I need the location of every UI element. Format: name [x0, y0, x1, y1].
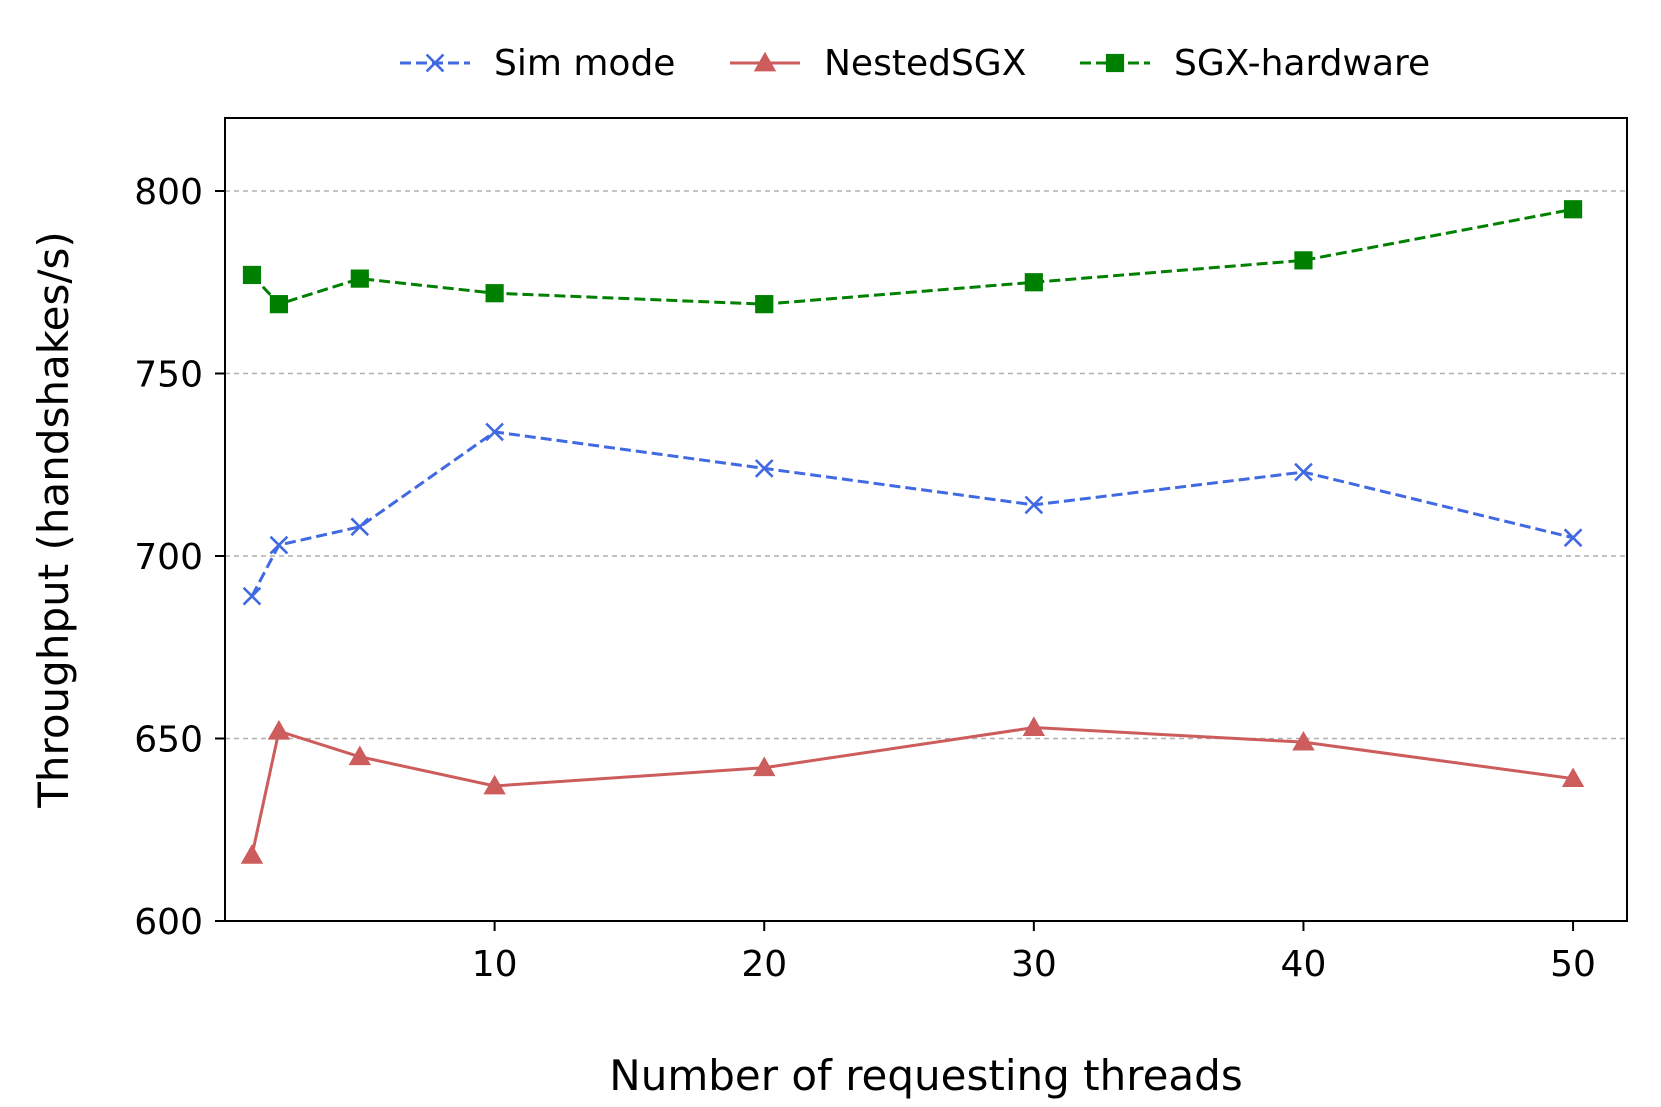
- plot-area-frame: [224, 117, 1628, 922]
- legend-item-nestedsgx: NestedSGX: [730, 43, 1026, 84]
- data-point-sgx-hardware: [242, 265, 262, 285]
- y-tick-label: 800: [134, 172, 203, 213]
- x-tick-label: 10: [472, 944, 518, 985]
- data-point-sim-mode: [1563, 528, 1583, 548]
- data-point-sim-mode: [485, 422, 504, 442]
- legend-marker-sim-mode: [425, 53, 445, 73]
- legend-label-sgx-hardware: SGX-hardware: [1174, 43, 1430, 84]
- data-point-sim-mode: [1294, 462, 1313, 482]
- data-point-nestedsgx: [1022, 716, 1046, 736]
- series-lines: [240, 200, 1585, 864]
- data-point-sgx-hardware: [350, 269, 369, 288]
- series-sim-mode: [242, 422, 1583, 606]
- legend-marker-nestedsgx: [753, 51, 777, 72]
- data-point-nestedsgx: [1561, 767, 1585, 788]
- x-axis-title: Number of requesting threads: [609, 1051, 1242, 1100]
- series-line-nestedsgx: [250, 726, 1574, 856]
- data-point-sim-mode: [1024, 495, 1044, 515]
- series-line-sgx-hardware: [250, 207, 1574, 306]
- x-tick-label: 40: [1281, 944, 1327, 985]
- data-point-sgx-hardware: [755, 295, 774, 314]
- legend-label-sim-mode: Sim mode: [494, 43, 675, 84]
- y-axis-title: Throughput (handshakes/s): [29, 231, 78, 809]
- y-tick-label: 650: [134, 720, 203, 761]
- y-tick-label: 600: [134, 902, 203, 943]
- x-tick-label: 30: [1011, 944, 1057, 985]
- series-sgx-hardware: [242, 200, 1583, 314]
- data-point-sgx-hardware: [1024, 273, 1043, 292]
- legend-item-sgx-hardware: SGX-hardware: [1080, 43, 1430, 84]
- data-point-nestedsgx: [753, 756, 776, 777]
- data-point-nestedsgx: [267, 720, 291, 740]
- data-point-nestedsgx: [240, 844, 264, 864]
- y-axis-ticks: 600 650 700 750 800: [134, 172, 225, 943]
- data-point-sgx-hardware: [1294, 251, 1313, 270]
- gridlines: [225, 190, 1627, 740]
- data-point-sgx-hardware: [485, 284, 504, 303]
- data-point-nestedsgx: [1292, 730, 1315, 751]
- x-axis-ticks: 10 20 30 40 50: [472, 921, 1596, 985]
- legend-marker-sgx-hardware: [1105, 53, 1125, 73]
- x-tick-label: 50: [1550, 944, 1596, 985]
- data-point-sim-mode: [242, 586, 262, 606]
- data-point-sim-mode: [269, 535, 289, 555]
- data-point-sim-mode: [350, 517, 370, 537]
- data-point-sgx-hardware: [269, 295, 289, 314]
- data-point-nestedsgx: [348, 745, 372, 766]
- legend-item-sim-mode: Sim mode: [400, 43, 675, 84]
- data-point-nestedsgx: [483, 774, 506, 795]
- data-point-sgx-hardware: [1563, 200, 1583, 219]
- legend: Sim mode NestedSGX SGX-hardware: [400, 43, 1430, 84]
- x-tick-label: 20: [741, 944, 787, 985]
- data-point-sim-mode: [754, 459, 774, 478]
- series-nestedsgx: [240, 716, 1585, 864]
- legend-label-nestedsgx: NestedSGX: [824, 43, 1026, 84]
- y-tick-label: 700: [134, 537, 203, 578]
- series-line-sim-mode: [250, 430, 1574, 597]
- y-tick-label: 750: [134, 355, 203, 396]
